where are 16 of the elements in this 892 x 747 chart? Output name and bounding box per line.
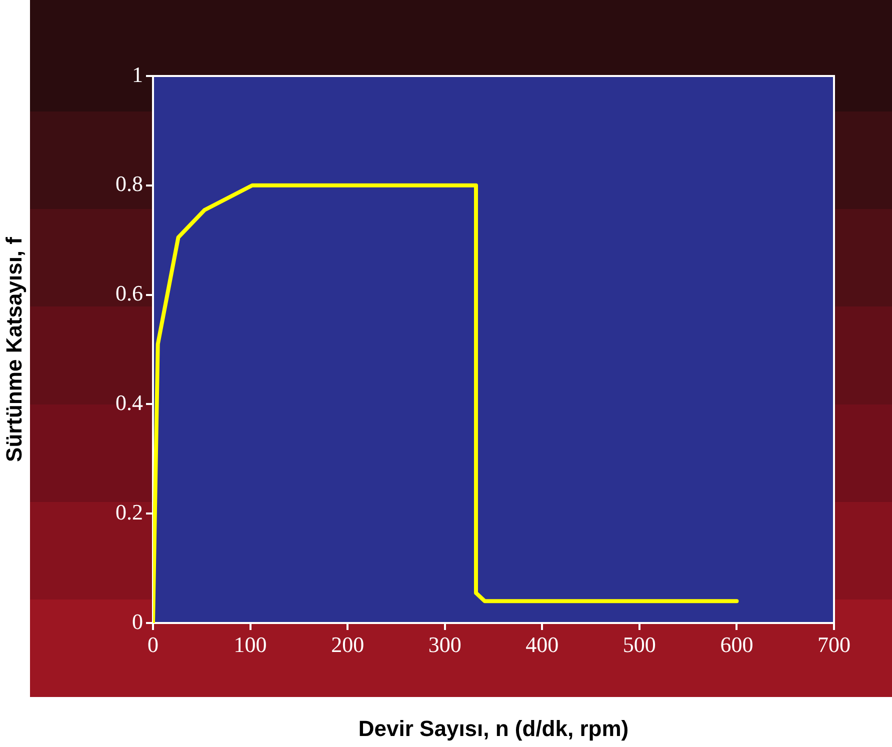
y-tick-label: 1 bbox=[132, 62, 143, 87]
y-tick-label: 0.4 bbox=[116, 390, 143, 415]
x-tick-label: 500 bbox=[622, 632, 656, 657]
x-tick-label: 0 bbox=[148, 632, 158, 657]
y-axis-title: Sürtünme Katsayısı, f bbox=[1, 236, 26, 462]
x-tick-label: 100 bbox=[234, 632, 267, 657]
x-tick-label: 200 bbox=[331, 632, 364, 657]
x-tick-label: 700 bbox=[818, 632, 850, 657]
x-axis-title: Devir Sayısı, n (d/dk, rpm) bbox=[358, 716, 629, 741]
x-tick-label: 300 bbox=[428, 632, 462, 657]
x-tick-label: 600 bbox=[720, 632, 754, 657]
y-tick-label: 0.8 bbox=[116, 171, 143, 196]
y-tick-label: 0 bbox=[132, 608, 143, 634]
y-tick-label: 0.6 bbox=[116, 280, 143, 306]
y-tick-label: 0.2 bbox=[116, 499, 143, 524]
x-tick-label: 400 bbox=[526, 632, 559, 657]
